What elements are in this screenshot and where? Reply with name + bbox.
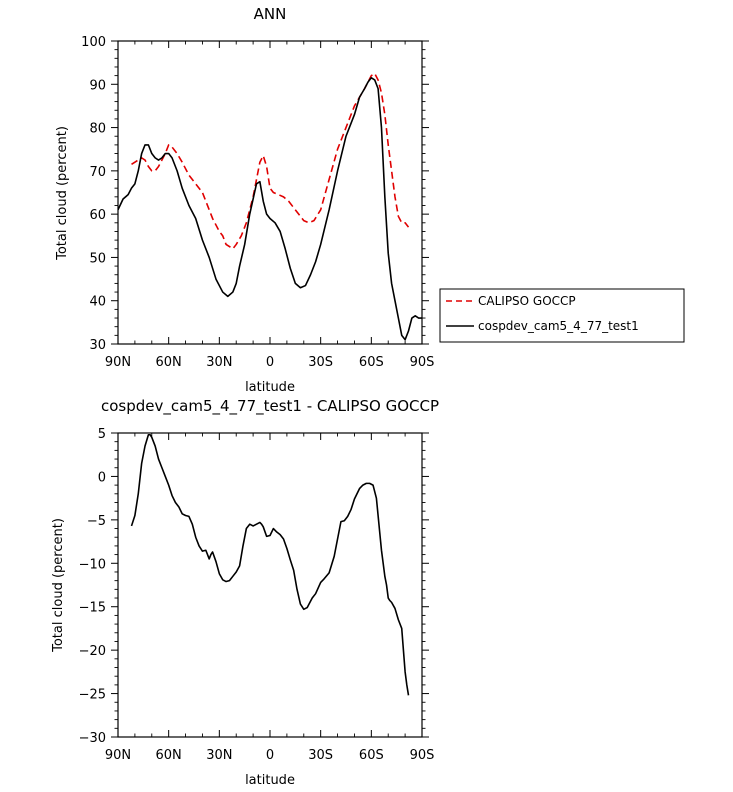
x-tick-label: 60N — [156, 748, 182, 763]
x-axis-label-bottom: latitude — [245, 773, 295, 788]
series-line-cospdev-cam5-4-77-test1 — [118, 76, 422, 341]
axis-ticks-top — [111, 40, 429, 345]
legend-box — [439, 288, 685, 343]
y-tick-label: 100 — [81, 35, 106, 50]
x-tick-label: 60N — [156, 355, 182, 370]
x-tick-label: 90N — [105, 748, 131, 763]
x-tick-label: 30S — [308, 748, 333, 763]
x-tick-labels-top: 90N 60N 30N 0 30S 60S 90S — [105, 355, 435, 370]
x-tick-label: 30N — [206, 748, 232, 763]
chart-title-top: ANN — [254, 5, 287, 23]
y-tick-label: 40 — [89, 295, 106, 310]
series-line-difference — [130, 433, 410, 696]
y-tick-label: −20 — [79, 644, 106, 659]
y-tick-label: 50 — [89, 251, 106, 266]
y-tick-label: 80 — [89, 122, 106, 137]
chart-title-bottom: cospdev_cam5_4_77_test1 - CALIPSO GOCCP — [101, 397, 439, 416]
y-tick-label: −10 — [79, 557, 106, 572]
x-tick-label: 90S — [410, 355, 435, 370]
x-tick-label: 0 — [266, 748, 274, 763]
axis-ticks-bottom — [111, 432, 429, 738]
series-group-bottom — [130, 433, 410, 696]
series-line-calipso-goccp — [131, 72, 410, 250]
x-tick-label: 90N — [105, 355, 131, 370]
y-axis-label-top: Total cloud (percent) — [55, 126, 70, 261]
y-tick-label: 90 — [89, 78, 106, 93]
y-axis-label-bottom: Total cloud (percent) — [51, 518, 66, 653]
y-tick-label: 0 — [98, 470, 106, 485]
plot-frame-bottom — [117, 432, 423, 738]
x-tick-label: 60S — [359, 355, 384, 370]
y-tick-labels-bottom: −30 −25 −20 −15 −10 −5 0 5 — [79, 427, 106, 746]
x-tick-label: 30S — [308, 355, 333, 370]
legend: CALIPSO GOCCP cospdev_cam5_4_77_test1 — [439, 288, 685, 343]
legend-label-calipso: CALIPSO GOCCP — [478, 294, 576, 308]
y-tick-label: 30 — [89, 338, 106, 353]
legend-label-cospdev: cospdev_cam5_4_77_test1 — [478, 319, 639, 333]
x-tick-label: 90S — [410, 748, 435, 763]
x-tick-label: 0 — [266, 355, 274, 370]
y-tick-label: 5 — [98, 427, 106, 442]
x-tick-label: 30N — [206, 355, 232, 370]
x-tick-label: 60S — [359, 748, 384, 763]
series-group-top — [118, 72, 422, 341]
y-tick-label: −25 — [79, 688, 106, 703]
chart-panel-bottom: cospdev_cam5_4_77_test1 - CALIPSO GOCCP … — [51, 397, 439, 788]
y-tick-label: 60 — [89, 208, 106, 223]
y-tick-label: −30 — [79, 731, 106, 746]
x-axis-label-top: latitude — [245, 380, 295, 395]
x-tick-labels-bottom: 90N 60N 30N 0 30S 60S 90S — [105, 748, 435, 763]
y-tick-labels-top: 30 40 50 60 70 80 90 100 — [81, 35, 106, 353]
y-tick-label: −15 — [79, 601, 106, 616]
y-tick-label: 70 — [89, 165, 106, 180]
y-tick-label: −5 — [87, 514, 106, 529]
